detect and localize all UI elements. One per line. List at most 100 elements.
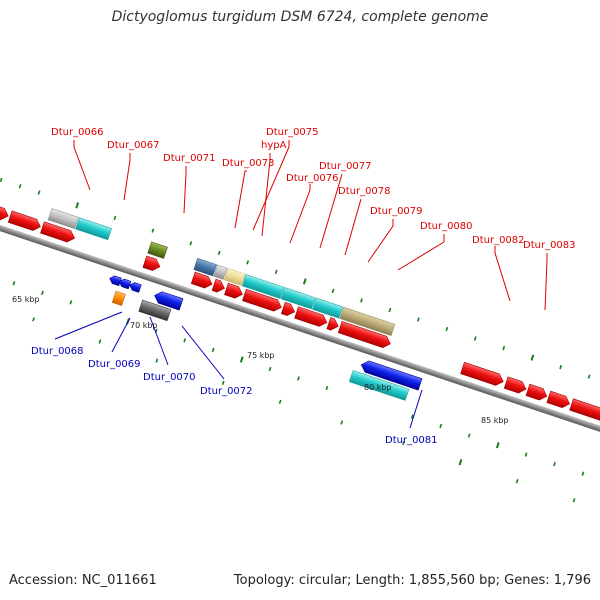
gene-label[interactable]: Dtur_0083 bbox=[523, 240, 576, 251]
gene-label[interactable]: Dtur_0069 bbox=[88, 359, 141, 370]
tick-mark-major bbox=[75, 202, 80, 209]
tick-mark bbox=[151, 228, 155, 233]
tick-mark bbox=[12, 281, 16, 286]
callout-line bbox=[544, 253, 548, 311]
gene-label[interactable]: Dtur_0078 bbox=[338, 186, 391, 197]
tick-mark bbox=[155, 358, 159, 363]
callout-line bbox=[149, 316, 169, 366]
gene-label[interactable]: Dtur_0080 bbox=[420, 221, 473, 232]
gene-arrow-red[interactable] bbox=[280, 301, 296, 317]
scale-label: 80 kbp bbox=[364, 383, 392, 392]
callout-line bbox=[344, 198, 362, 256]
tick-mark bbox=[18, 184, 22, 189]
gene-label[interactable]: hypA bbox=[261, 140, 287, 151]
tick-mark bbox=[340, 420, 344, 425]
gene-arrow-red[interactable] bbox=[211, 278, 226, 294]
feature-box-cyan[interactable] bbox=[75, 217, 112, 241]
gene-arrow-red[interactable] bbox=[142, 255, 162, 272]
gene-label[interactable]: Dtur_0076 bbox=[286, 173, 339, 184]
gene-arrow-blue[interactable] bbox=[359, 359, 423, 391]
scale-label: 85 kbp bbox=[481, 416, 509, 425]
tick-mark bbox=[416, 317, 420, 322]
feature-box-cyan[interactable] bbox=[280, 287, 316, 310]
tick-mark-major bbox=[530, 354, 535, 361]
tick-mark bbox=[69, 300, 73, 305]
feature-box-gray[interactable] bbox=[47, 208, 79, 230]
feature-box-steel[interactable] bbox=[193, 257, 217, 277]
forward-gene-labels: Dtur_0066 Dtur_0067 Dtur_0071 Dtur_0073 … bbox=[51, 127, 576, 251]
gene-label[interactable]: Dtur_0082 bbox=[472, 235, 525, 246]
reverse-gene-labels: Dtur_0068 Dtur_0069 Dtur_0070 Dtur_0072 … bbox=[31, 346, 438, 446]
feature-box-cyan[interactable] bbox=[348, 370, 410, 401]
gene-arrow-red[interactable] bbox=[503, 376, 528, 395]
scale-label: 75 kbp bbox=[247, 351, 275, 360]
gene-label[interactable]: Dtur_0072 bbox=[200, 386, 253, 397]
tick-mark bbox=[572, 498, 576, 503]
accession-text: Accession: NC_011661 bbox=[9, 573, 157, 588]
gene-arrow-blue[interactable] bbox=[108, 275, 122, 287]
gene-arrow-red[interactable] bbox=[242, 288, 283, 313]
gene-label[interactable]: Dtur_0073 bbox=[222, 158, 275, 169]
gene-label[interactable]: Dtur_0079 bbox=[370, 206, 423, 217]
tick-mark bbox=[246, 260, 250, 265]
gene-arrow-red[interactable] bbox=[0, 195, 10, 221]
genome-backbone bbox=[0, 212, 600, 447]
gene-label[interactable]: Dtur_0067 bbox=[107, 140, 160, 151]
callout-line bbox=[54, 311, 123, 340]
gene-arrow-red[interactable] bbox=[569, 398, 600, 426]
forward-strand-features bbox=[0, 195, 600, 426]
reverse-gene-callouts bbox=[54, 311, 423, 429]
feature-box-orange[interactable] bbox=[111, 290, 126, 306]
genome-title: Dictyoglomus turgidum DSM 6724, complete… bbox=[111, 9, 489, 25]
gene-label[interactable]: Dtur_0071 bbox=[163, 153, 216, 164]
callout-line bbox=[397, 234, 445, 271]
scale-labels: 65 kbp 70 kbp 75 kbp 80 kbp 85 kbp bbox=[12, 295, 509, 425]
feature-box-cyan[interactable] bbox=[241, 274, 285, 299]
gene-arrow-red[interactable] bbox=[224, 282, 244, 300]
gene-label[interactable]: Dtur_0068 bbox=[31, 346, 84, 357]
feature-box-khaki[interactable] bbox=[339, 306, 396, 336]
gene-label[interactable]: Dtur_0077 bbox=[319, 161, 372, 172]
tick-mark bbox=[297, 376, 300, 381]
callout-line bbox=[181, 325, 225, 380]
callout-line bbox=[261, 153, 271, 237]
gene-label[interactable]: Dtur_0066 bbox=[51, 127, 104, 138]
gene-label[interactable]: Dtur_0075 bbox=[266, 127, 319, 138]
gene-arrow-red[interactable] bbox=[190, 271, 214, 290]
tick-mark bbox=[524, 452, 528, 457]
feature-box-cyan[interactable] bbox=[312, 297, 344, 319]
gene-arrow-red[interactable] bbox=[546, 390, 572, 409]
feature-box-dark-gray[interactable] bbox=[138, 299, 172, 322]
tick-mark-major bbox=[495, 442, 500, 449]
gene-arrow-red[interactable] bbox=[460, 361, 506, 387]
feature-box-gray[interactable] bbox=[213, 264, 228, 280]
genome-track bbox=[0, 177, 600, 503]
callout-line bbox=[183, 166, 187, 214]
gene-arrow-red[interactable] bbox=[294, 306, 329, 329]
gene-arrow-red[interactable] bbox=[326, 317, 340, 333]
scale-ticks bbox=[0, 177, 591, 503]
tick-mark bbox=[439, 423, 443, 429]
tick-mark bbox=[559, 364, 563, 370]
gene-label[interactable]: Dtur_0081 bbox=[385, 435, 438, 446]
tick-mark-major bbox=[302, 278, 307, 285]
gene-arrow-red[interactable] bbox=[40, 221, 76, 244]
feature-box-cream[interactable] bbox=[223, 268, 246, 286]
tick-mark bbox=[581, 471, 585, 476]
gene-arrow-red[interactable] bbox=[7, 210, 42, 233]
feature-box-olive[interactable] bbox=[147, 241, 168, 259]
callout-line bbox=[409, 389, 423, 429]
gene-label[interactable]: Dtur_0070 bbox=[143, 372, 196, 383]
gene-arrow-red[interactable] bbox=[525, 383, 549, 402]
callout-line bbox=[111, 317, 131, 353]
tick-mark bbox=[401, 440, 405, 446]
gene-arrow-blue[interactable] bbox=[153, 290, 184, 311]
tick-mark bbox=[515, 479, 519, 484]
callout-line bbox=[123, 153, 131, 201]
gene-arrow-red[interactable] bbox=[337, 320, 392, 349]
gene-arrow-blue[interactable] bbox=[118, 278, 132, 290]
tick-mark bbox=[211, 347, 215, 353]
callout-line bbox=[234, 170, 247, 229]
gene-arrow-blue[interactable] bbox=[128, 281, 142, 293]
